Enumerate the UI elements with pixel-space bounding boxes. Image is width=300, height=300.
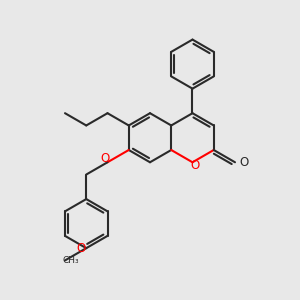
- Text: O: O: [77, 242, 86, 255]
- Text: CH₃: CH₃: [62, 256, 79, 265]
- Text: O: O: [190, 159, 200, 172]
- Text: O: O: [100, 152, 110, 165]
- Text: O: O: [239, 156, 248, 169]
